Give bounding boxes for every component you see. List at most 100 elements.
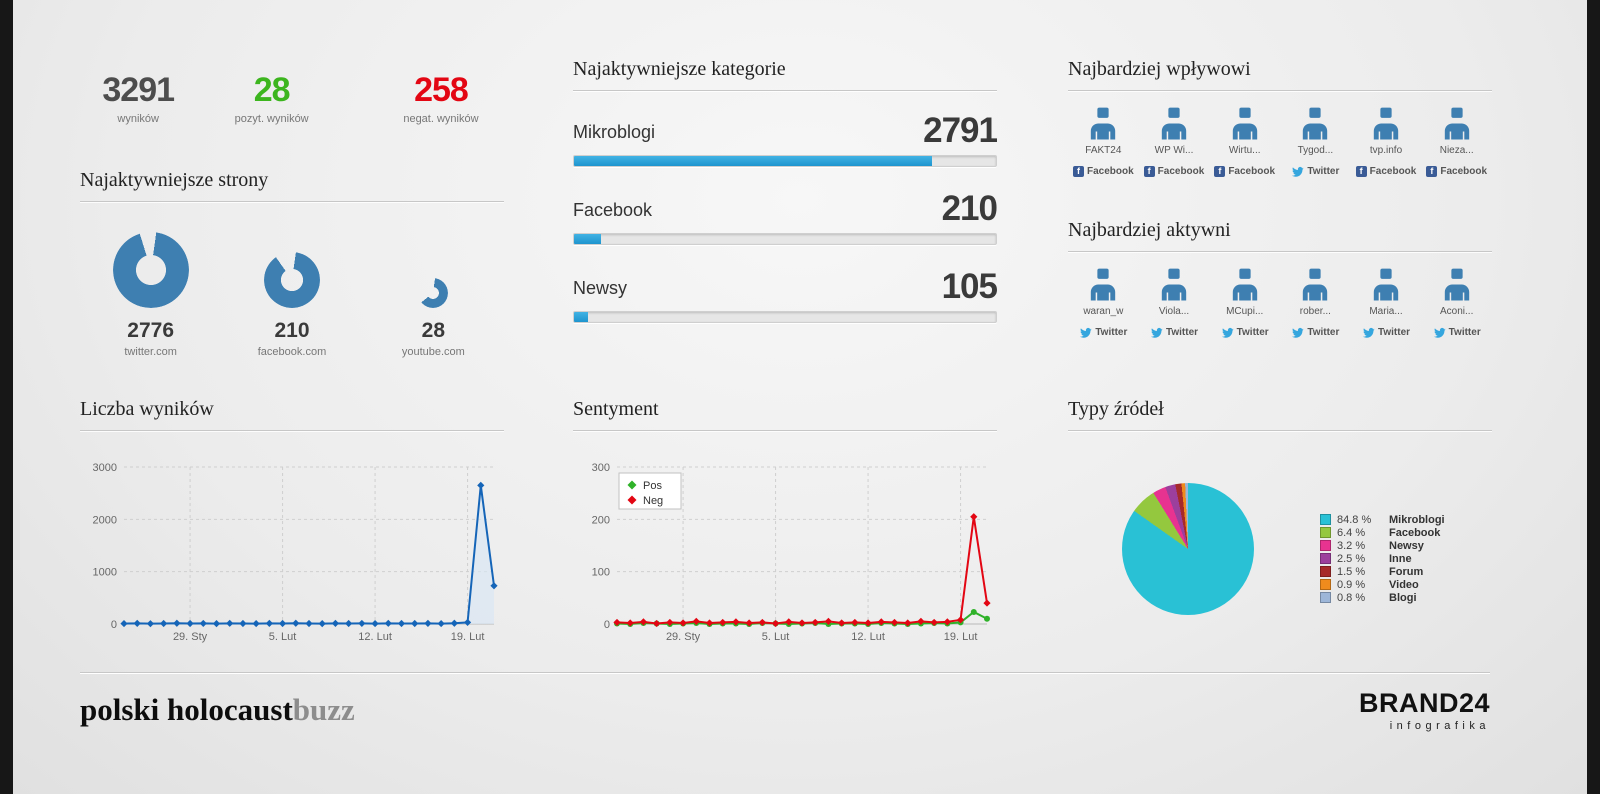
svg-text:300: 300 — [592, 462, 610, 474]
twitter-icon — [1362, 327, 1375, 338]
section-title-sentiment: Sentyment — [573, 398, 997, 431]
category-row-mikroblogi: Mikroblogi 2791 — [573, 111, 998, 167]
progress-track — [573, 311, 997, 323]
person-card: Viola... Twitter — [1139, 268, 1210, 338]
twitter-count: 2776 — [127, 319, 175, 342]
person-card: Maria... Twitter — [1351, 268, 1422, 338]
person-name: waran_w — [1083, 306, 1124, 317]
stat-positive-label: pozyt. wyników — [234, 113, 309, 125]
legend-swatch — [1320, 514, 1331, 525]
person-avatar-icon — [1230, 268, 1260, 301]
person-card: Nieza... f Facebook — [1421, 107, 1492, 177]
source-types-pie-chart — [1122, 483, 1254, 615]
svg-text:Neg: Neg — [643, 495, 663, 507]
person-avatar-icon — [1088, 107, 1118, 140]
platform-link[interactable]: Twitter — [1291, 327, 1339, 338]
youtube-count: 28 — [421, 319, 445, 342]
progress-fill — [574, 234, 601, 244]
person-card: WP Wi... f Facebook — [1139, 107, 1210, 177]
pie-legend: 84.8 % Mikroblogi 6.4 % Facebook 3.2 % N… — [1320, 513, 1445, 615]
person-name: Tygod... — [1297, 145, 1334, 156]
svg-text:5. Lut: 5. Lut — [269, 631, 297, 643]
stat-total-label: wyników — [117, 113, 159, 125]
svg-text:100: 100 — [592, 567, 610, 579]
report-title-accent: buzz — [292, 692, 355, 727]
results-line-chart: 0 1000 2000 3000 29. Sty 5. Lut 12. Lut 19. Lut — [80, 447, 504, 657]
legend-swatch — [1320, 566, 1331, 577]
brand24-logo-subtext: infografika — [1389, 720, 1490, 732]
section-title-most-active: Najbardziej aktywni — [1068, 219, 1492, 252]
legend-swatch — [1320, 579, 1331, 590]
person-avatar-icon — [1159, 268, 1189, 301]
section-title-categories: Najaktywniejsze kategorie — [573, 58, 997, 91]
facebook-icon: f — [1214, 166, 1226, 177]
person-name: Aconi... — [1440, 306, 1474, 317]
platform-label: Twitter — [1307, 327, 1340, 338]
person-avatar-icon — [1088, 268, 1118, 301]
progress-fill — [574, 312, 588, 322]
category-label: Newsy — [573, 278, 628, 298]
platform-link[interactable]: Twitter — [1221, 327, 1269, 338]
stat-negative: 258 negat. wyników — [378, 73, 504, 125]
donut-youtube: 28 youtube.com — [363, 228, 504, 358]
legend-percent: 0.8 % — [1337, 591, 1366, 604]
section-title-source-types: Typy źródeł — [1068, 398, 1492, 431]
right-edge-bar — [1587, 0, 1600, 794]
person-card: waran_w Twitter — [1068, 268, 1139, 338]
platform-link[interactable]: Twitter — [1362, 327, 1410, 338]
svg-text:Pos: Pos — [643, 480, 662, 492]
svg-text:29. Sty: 29. Sty — [666, 631, 701, 643]
source-types-section: Typy źródeł 84.8 % Mikroblogi 6.4 % Face… — [1068, 398, 1492, 615]
right-column: Najbardziej wpływowi FAKT24 f Facebook W… — [1068, 58, 1492, 338]
person-name: Maria... — [1369, 306, 1403, 317]
donut-facebook: 210 facebook.com — [221, 228, 362, 358]
person-card: Tygod... Twitter — [1280, 107, 1351, 177]
person-avatar-icon — [1300, 107, 1330, 140]
donut-twitter: 2776 twitter.com — [80, 228, 221, 358]
twitter-icon — [1079, 327, 1092, 338]
twitter-icon — [1433, 327, 1446, 338]
pie-legend-item: 0.9 % Video — [1320, 578, 1445, 591]
svg-text:5. Lut: 5. Lut — [762, 631, 790, 643]
platform-link[interactable]: f Facebook — [1214, 166, 1275, 177]
legend-percent: 84.8 % — [1337, 513, 1372, 526]
category-value: 2791 — [923, 111, 998, 150]
left-column: 3291 wyników 28 pozyt. wyników 258 negat… — [80, 73, 504, 358]
facebook-donut-chart — [263, 252, 320, 308]
twitter-label: twitter.com — [124, 346, 177, 358]
section-title-results: Liczba wyników — [80, 398, 504, 431]
facebook-icon: f — [1355, 166, 1367, 177]
person-avatar-icon — [1300, 268, 1330, 301]
pie-legend-item: 0.8 % Blogi — [1320, 591, 1445, 604]
svg-text:1000: 1000 — [93, 567, 117, 579]
youtube-donut-chart — [418, 278, 449, 308]
person-avatar-icon — [1442, 268, 1472, 301]
report-title: polski holocaustbuzz — [80, 694, 355, 725]
platform-link[interactable]: Twitter — [1291, 166, 1339, 177]
legend-percent: 3.2 % — [1337, 539, 1366, 552]
svg-text:12. Lut: 12. Lut — [851, 631, 885, 643]
platform-link[interactable]: f Facebook — [1426, 166, 1487, 177]
svg-text:200: 200 — [592, 514, 610, 526]
person-name: Wirtu... — [1228, 145, 1261, 156]
platform-label: Twitter — [1165, 327, 1199, 338]
progress-fill — [574, 156, 932, 166]
person-name: FAKT24 — [1085, 145, 1122, 156]
svg-text:2000: 2000 — [93, 514, 117, 526]
person-avatar-icon — [1371, 107, 1401, 140]
platform-link[interactable]: Twitter — [1079, 327, 1127, 338]
svg-text:19. Lut: 19. Lut — [451, 631, 485, 643]
summary-stats: 3291 wyników 28 pozyt. wyników 258 negat… — [80, 73, 504, 125]
platform-link[interactable]: f Facebook — [1355, 166, 1416, 177]
stat-positive: 28 pozyt. wyników — [213, 73, 329, 125]
category-label: Mikroblogi — [573, 122, 656, 142]
platform-link[interactable]: Twitter — [1150, 327, 1198, 338]
platform-link[interactable]: f Facebook — [1072, 166, 1134, 177]
platform-link[interactable]: Twitter — [1433, 327, 1481, 338]
person-name: MCupi... — [1226, 306, 1264, 317]
category-value: 105 — [941, 267, 998, 306]
legend-label: Video — [1389, 578, 1419, 591]
legend-percent: 0.9 % — [1337, 578, 1366, 591]
facebook-count: 210 — [274, 319, 310, 342]
platform-link[interactable]: f Facebook — [1143, 166, 1204, 177]
